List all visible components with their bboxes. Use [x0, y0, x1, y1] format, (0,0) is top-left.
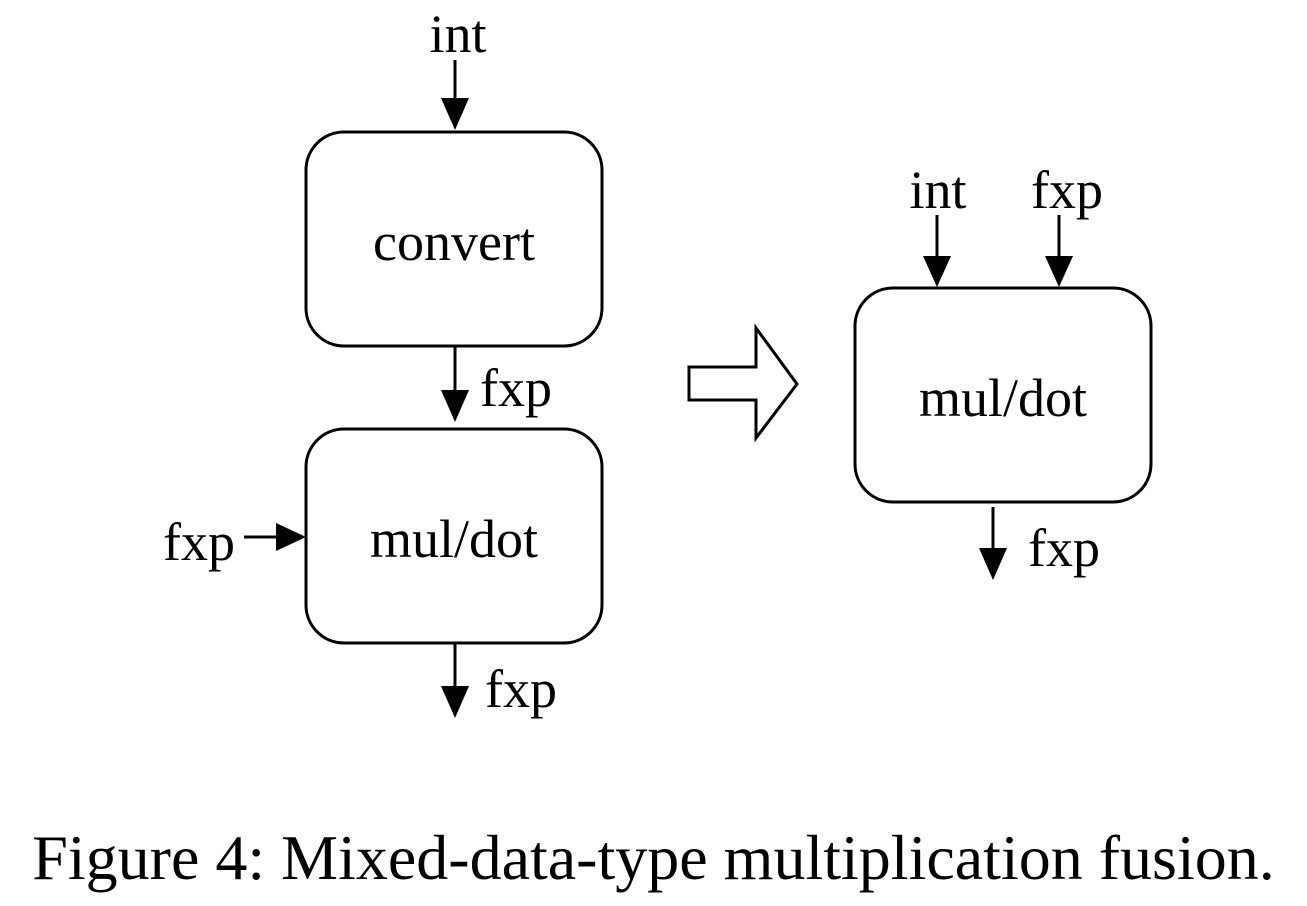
- left-int-arrow: [441, 60, 469, 130]
- left-int-label: int: [429, 4, 486, 64]
- left-mul-dot-box: [304, 427, 604, 645]
- left-side-fxp-label: fxp: [163, 512, 235, 572]
- right-int-label: int: [909, 160, 966, 220]
- left-side-fxp-arrow: [244, 523, 306, 551]
- convert-box-label: convert: [373, 212, 535, 272]
- right-mul-dot-box: [853, 286, 1153, 504]
- left-graph: int convert fxp mul/dot fxp fxp: [163, 4, 604, 719]
- right-mul-dot-label: mul/dot: [919, 368, 1087, 428]
- fusion-transform-arrow: [687, 323, 799, 443]
- right-fxp-input-label: fxp: [1031, 160, 1103, 220]
- figure-caption: Figure 4: Mixed-data-type multiplication…: [32, 822, 1275, 893]
- right-graph: int fxp mul/dot fxp: [853, 160, 1153, 580]
- left-output-fxp-label: fxp: [485, 659, 557, 719]
- right-output-arrow: [979, 507, 1007, 580]
- right-fxp-input-arrow: [1045, 215, 1073, 287]
- left-mul-dot-label: mul/dot: [370, 509, 538, 569]
- convert-to-mul-arrow: [441, 347, 469, 422]
- left-output-arrow: [441, 644, 469, 718]
- convert-output-fxp-label: fxp: [480, 358, 552, 418]
- right-output-fxp-label: fxp: [1028, 518, 1100, 578]
- right-int-arrow: [923, 215, 951, 287]
- convert-box: [304, 130, 604, 348]
